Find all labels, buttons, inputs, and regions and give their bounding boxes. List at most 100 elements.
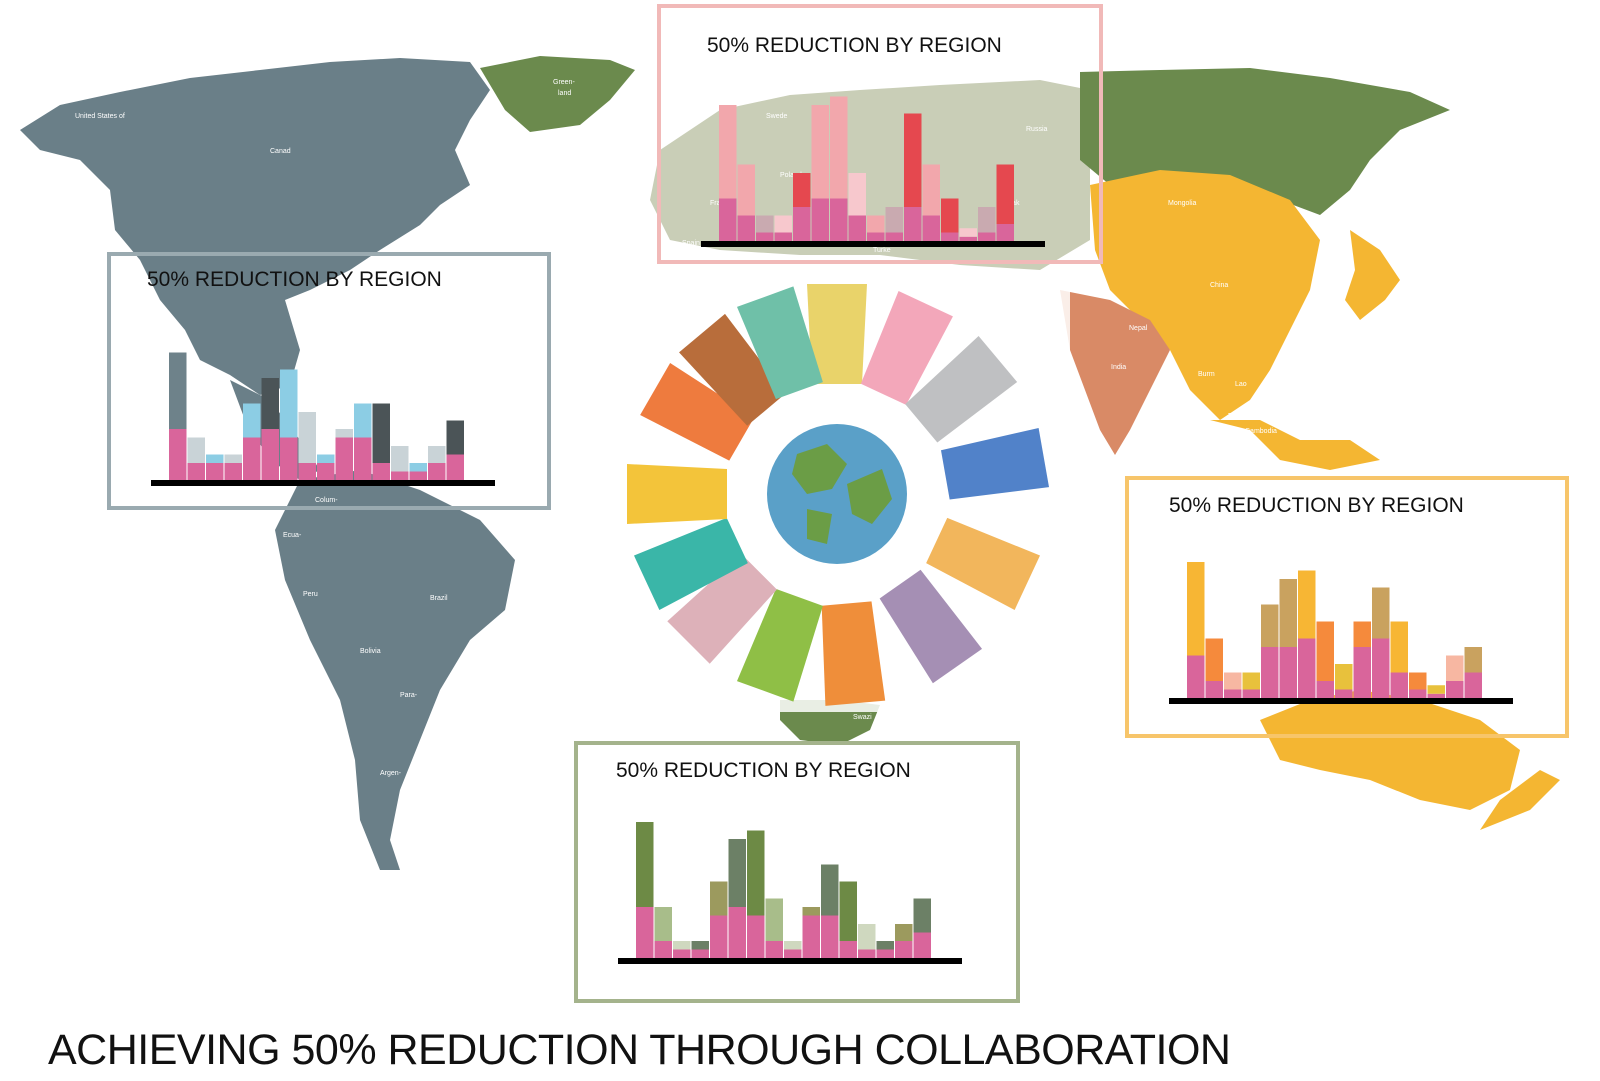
x-axis-baseline — [701, 241, 1045, 247]
bar-segment-top — [691, 941, 709, 950]
hand-icon — [679, 313, 786, 426]
map-label: Haiti — [316, 384, 330, 391]
chart-panel-europe: 50% REDUCTION BY REGION — [657, 4, 1103, 264]
bar-segment-top — [335, 429, 353, 438]
bar-segment-base — [830, 198, 848, 241]
bar-segment-base — [317, 463, 335, 480]
x-axis-baseline — [618, 958, 962, 964]
bar-segment-top — [941, 198, 959, 233]
chart-title: 50% REDUCTION BY REGION — [616, 759, 911, 782]
bar-segment-base — [691, 949, 709, 958]
bar-segment-base — [996, 224, 1014, 241]
bar-segment-base — [187, 463, 205, 480]
bar-segment-top — [261, 378, 279, 429]
globe-continent-shape — [792, 444, 847, 494]
bar-segment-base — [391, 471, 409, 480]
hand-icon — [633, 517, 748, 610]
map-label: Peru — [303, 591, 318, 598]
bar-segment-base — [1353, 647, 1371, 698]
map-label: India — [1111, 364, 1126, 371]
bar-segment-top — [317, 454, 335, 463]
hand-icon — [940, 427, 1050, 500]
hand-icon — [860, 290, 953, 405]
map-label: Para- — [400, 692, 418, 699]
bar-segment-base — [169, 429, 187, 480]
bar-segment-top — [1279, 579, 1297, 647]
bar-segment-base — [728, 907, 746, 958]
bar-segment-top — [636, 822, 654, 907]
bar-segment-base — [1316, 681, 1334, 698]
hand-icon — [905, 336, 1018, 443]
bar-segment-base — [978, 232, 996, 241]
bar-segment-top — [913, 898, 931, 933]
bar-segment-base — [636, 907, 654, 958]
north-america-landmass — [20, 58, 490, 395]
collaboration-hands-illustration — [604, 277, 1070, 712]
bar-segment-top — [784, 941, 802, 950]
map-label: Cambodia — [1245, 428, 1277, 435]
page-title: ACHIEVING 50% REDUCTION THROUGH COLLABOR… — [48, 1026, 1231, 1074]
bar-segment-top — [978, 207, 996, 233]
bar-segment-top — [774, 215, 792, 233]
hand-icon — [926, 517, 1041, 610]
map-label: Bolivia — [360, 648, 381, 655]
chart-panel-americas: 50% REDUCTION BY REGION — [107, 252, 551, 510]
map-label: Argen- — [380, 770, 402, 777]
bar-segment-top — [169, 352, 187, 429]
bar-segment-top — [811, 105, 829, 199]
bar-segment-top — [830, 96, 848, 199]
map-label: land — [558, 90, 571, 97]
map-label: Poland — [780, 172, 802, 179]
bar-segment-base — [428, 463, 446, 480]
bar-segment-base — [784, 949, 802, 958]
map-label: Canad — [270, 148, 291, 155]
bar-segment-base — [654, 941, 672, 958]
bar-segment-base — [774, 232, 792, 241]
bar-segment-base — [1372, 638, 1390, 698]
bar-segment-top — [737, 164, 755, 216]
bar-segment-base — [793, 207, 811, 241]
bar-segment-top — [904, 113, 922, 207]
bar-segment-top — [728, 839, 746, 907]
bar-segment-base — [737, 215, 755, 241]
globe-continent-shape — [807, 509, 832, 544]
bar-segment-top — [756, 215, 774, 233]
bar-segment-top — [765, 898, 783, 941]
bar-segment-top — [1242, 672, 1260, 690]
bar-segment-top — [895, 924, 913, 941]
bar-segment-top — [885, 207, 903, 233]
bar-chart — [618, 822, 962, 964]
southeast-asia-landmass — [1210, 420, 1380, 470]
bar-segment-base — [747, 915, 765, 958]
map-label: Swazi — [853, 714, 872, 721]
bar-segment-top — [867, 215, 885, 233]
hand-icon — [736, 588, 823, 702]
map-label: Lao — [1235, 381, 1247, 388]
bar-segment-base — [959, 236, 977, 241]
bar-segment-base — [876, 949, 894, 958]
east-asia-landmass — [1090, 170, 1320, 420]
bar-segment-top — [1446, 655, 1464, 681]
bar-segment-top — [858, 924, 876, 950]
bar-segment-base — [335, 437, 353, 480]
bar-segment-base — [1427, 693, 1445, 698]
bar-segment-base — [756, 232, 774, 241]
bar-segment-top — [1205, 638, 1223, 681]
bar-segment-base — [858, 949, 876, 958]
map-label: Burm — [1198, 371, 1215, 378]
bar-segment-top — [428, 446, 446, 463]
bar-segment-base — [409, 471, 427, 480]
hand-icon — [640, 363, 755, 461]
bar-segment-base — [673, 949, 691, 958]
bar-segment-base — [895, 941, 913, 958]
bar-segment-base — [811, 198, 829, 241]
bar-segment-top — [354, 403, 372, 438]
bar-segment-top — [996, 164, 1014, 224]
australia-landmass — [1260, 690, 1520, 810]
bar-segment-base — [765, 941, 783, 958]
bar-segment-base — [802, 915, 820, 958]
hand-icon — [807, 284, 867, 384]
chart-title: 50% REDUCTION BY REGION — [707, 34, 1002, 57]
bar-segment-base — [913, 932, 931, 958]
map-label: China — [1210, 282, 1228, 289]
